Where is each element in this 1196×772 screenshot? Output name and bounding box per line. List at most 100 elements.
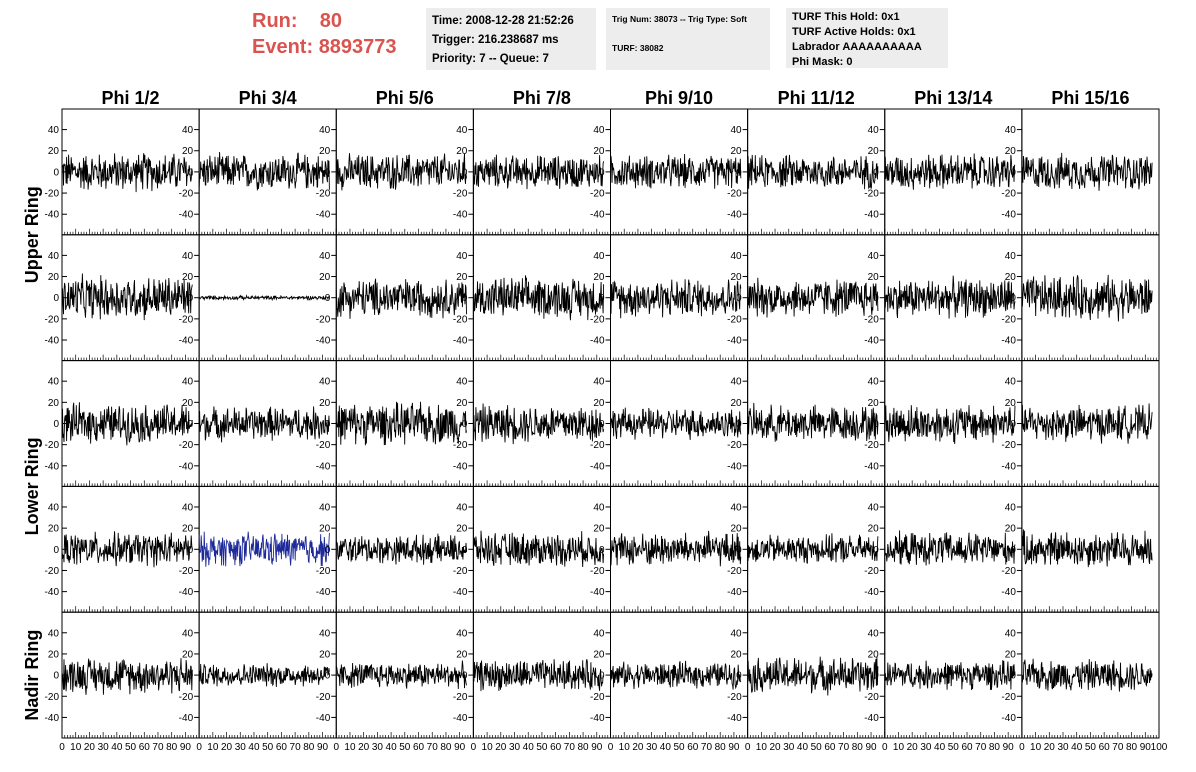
y-tick-label: 0 <box>599 419 605 430</box>
y-tick-label: 0 <box>462 293 468 304</box>
x-tick-label: 70 <box>290 742 302 753</box>
y-tick-label: 20 <box>868 146 880 157</box>
y-tick-label: 40 <box>868 251 880 262</box>
x-tick-label: 60 <box>413 742 425 753</box>
y-tick-label: 0 <box>462 419 468 430</box>
y-tick-label: -40 <box>1001 587 1016 598</box>
y-tick-label: -40 <box>864 587 879 598</box>
waveform-trace <box>1021 658 1153 692</box>
y-tick-label: 0 <box>53 167 59 178</box>
y-tick-label: 20 <box>1005 524 1017 535</box>
x-tick-label: 0 <box>333 742 339 753</box>
y-tick-label: -20 <box>179 440 194 451</box>
x-tick-label: 10 <box>482 742 494 753</box>
x-tick-label: 40 <box>248 742 260 753</box>
y-tick-label: 0 <box>1010 293 1016 304</box>
y-tick-label: -20 <box>453 692 468 703</box>
y-tick-label: 40 <box>731 125 743 136</box>
y-tick-label: -40 <box>179 210 194 221</box>
x-tick-label: 90 <box>865 742 877 753</box>
waveform-trace <box>1021 274 1153 322</box>
y-tick-label: 40 <box>182 628 194 639</box>
waveform-trace <box>747 154 879 190</box>
y-tick-label: 0 <box>188 293 194 304</box>
y-tick-label: 40 <box>48 502 60 513</box>
y-tick-label: -20 <box>864 692 879 703</box>
waveform-trace <box>1021 403 1153 444</box>
x-tick-label: 90 <box>317 742 329 753</box>
y-tick-label: 0 <box>873 671 879 682</box>
x-tick-label: 30 <box>1057 742 1069 753</box>
waveform-trace <box>884 530 1016 566</box>
x-tick-label: 50 <box>948 742 960 753</box>
x-tick-label: 90 <box>1003 742 1015 753</box>
waveform-trace <box>1021 529 1153 568</box>
y-tick-label: 40 <box>319 502 331 513</box>
x-tick-label: 70 <box>838 742 850 753</box>
time-text: Time: 2008-12-28 21:52:26 <box>432 15 574 27</box>
y-tick-label: 0 <box>599 671 605 682</box>
x-tick-label: 50 <box>125 742 137 753</box>
waveform-trace <box>198 151 330 191</box>
run-value: 80 <box>319 10 343 32</box>
y-tick-label: 20 <box>731 398 743 409</box>
x-tick-label: 40 <box>386 742 398 753</box>
x-tick-label: 100 <box>1151 742 1168 753</box>
run-label: Run: <box>252 10 298 32</box>
y-tick-label: -40 <box>1001 713 1016 724</box>
waveform-trace <box>747 533 879 564</box>
y-tick-label: 0 <box>53 293 59 304</box>
x-tick-label: 60 <box>276 742 288 753</box>
x-tick-label: 90 <box>180 742 192 753</box>
y-tick-label: -40 <box>453 210 468 221</box>
waveform-trace <box>610 279 742 319</box>
x-tick-label: 80 <box>166 742 178 753</box>
y-tick-label: 0 <box>873 167 879 178</box>
y-tick-label: -20 <box>45 189 60 200</box>
y-tick-label: 20 <box>319 146 331 157</box>
x-tick-label: 70 <box>1112 742 1124 753</box>
y-tick-label: -20 <box>179 189 194 200</box>
y-tick-label: -40 <box>590 587 605 598</box>
x-tick-label: 20 <box>769 742 781 753</box>
waveform-trace <box>198 663 330 688</box>
x-tick-label: 20 <box>907 742 919 753</box>
x-tick-label: 70 <box>701 742 713 753</box>
x-tick-label: 0 <box>608 742 614 753</box>
waveform-trace <box>472 530 605 568</box>
x-tick-label: 50 <box>536 742 548 753</box>
y-tick-label: 40 <box>593 628 605 639</box>
y-tick-label: -20 <box>590 566 605 577</box>
y-tick-label: -20 <box>45 566 60 577</box>
waveform-trace <box>198 294 330 302</box>
waveform-trace <box>335 660 467 690</box>
y-tick-label: -20 <box>45 692 60 703</box>
y-tick-label: -40 <box>590 336 605 347</box>
x-tick-label: 40 <box>797 742 809 753</box>
y-tick-label: 40 <box>319 251 331 262</box>
x-tick-label: 30 <box>372 742 384 753</box>
event-label: Event: <box>252 36 314 58</box>
x-tick-label: 50 <box>399 742 411 753</box>
y-tick-label: -40 <box>727 713 742 724</box>
row-label: Lower Ring <box>22 437 42 535</box>
y-tick-label: 40 <box>1005 502 1017 513</box>
x-tick-label: 0 <box>882 742 888 753</box>
x-tick-label: 10 <box>619 742 631 753</box>
x-tick-label: 70 <box>152 742 164 753</box>
y-tick-label: 40 <box>731 628 743 639</box>
y-tick-label: 40 <box>593 251 605 262</box>
y-tick-label: -20 <box>1001 440 1016 451</box>
y-tick-label: 40 <box>182 125 194 136</box>
x-tick-label: 40 <box>1071 742 1083 753</box>
y-tick-label: 0 <box>188 419 194 430</box>
y-tick-label: 40 <box>456 628 468 639</box>
y-tick-label: -40 <box>727 336 742 347</box>
column-header: Phi 15/16 <box>1051 88 1129 108</box>
waveform-trace <box>610 153 742 189</box>
y-tick-label: 40 <box>48 377 60 388</box>
waveform-trace <box>335 401 467 446</box>
y-tick-label: 0 <box>1010 545 1016 556</box>
y-tick-label: -20 <box>316 189 331 200</box>
